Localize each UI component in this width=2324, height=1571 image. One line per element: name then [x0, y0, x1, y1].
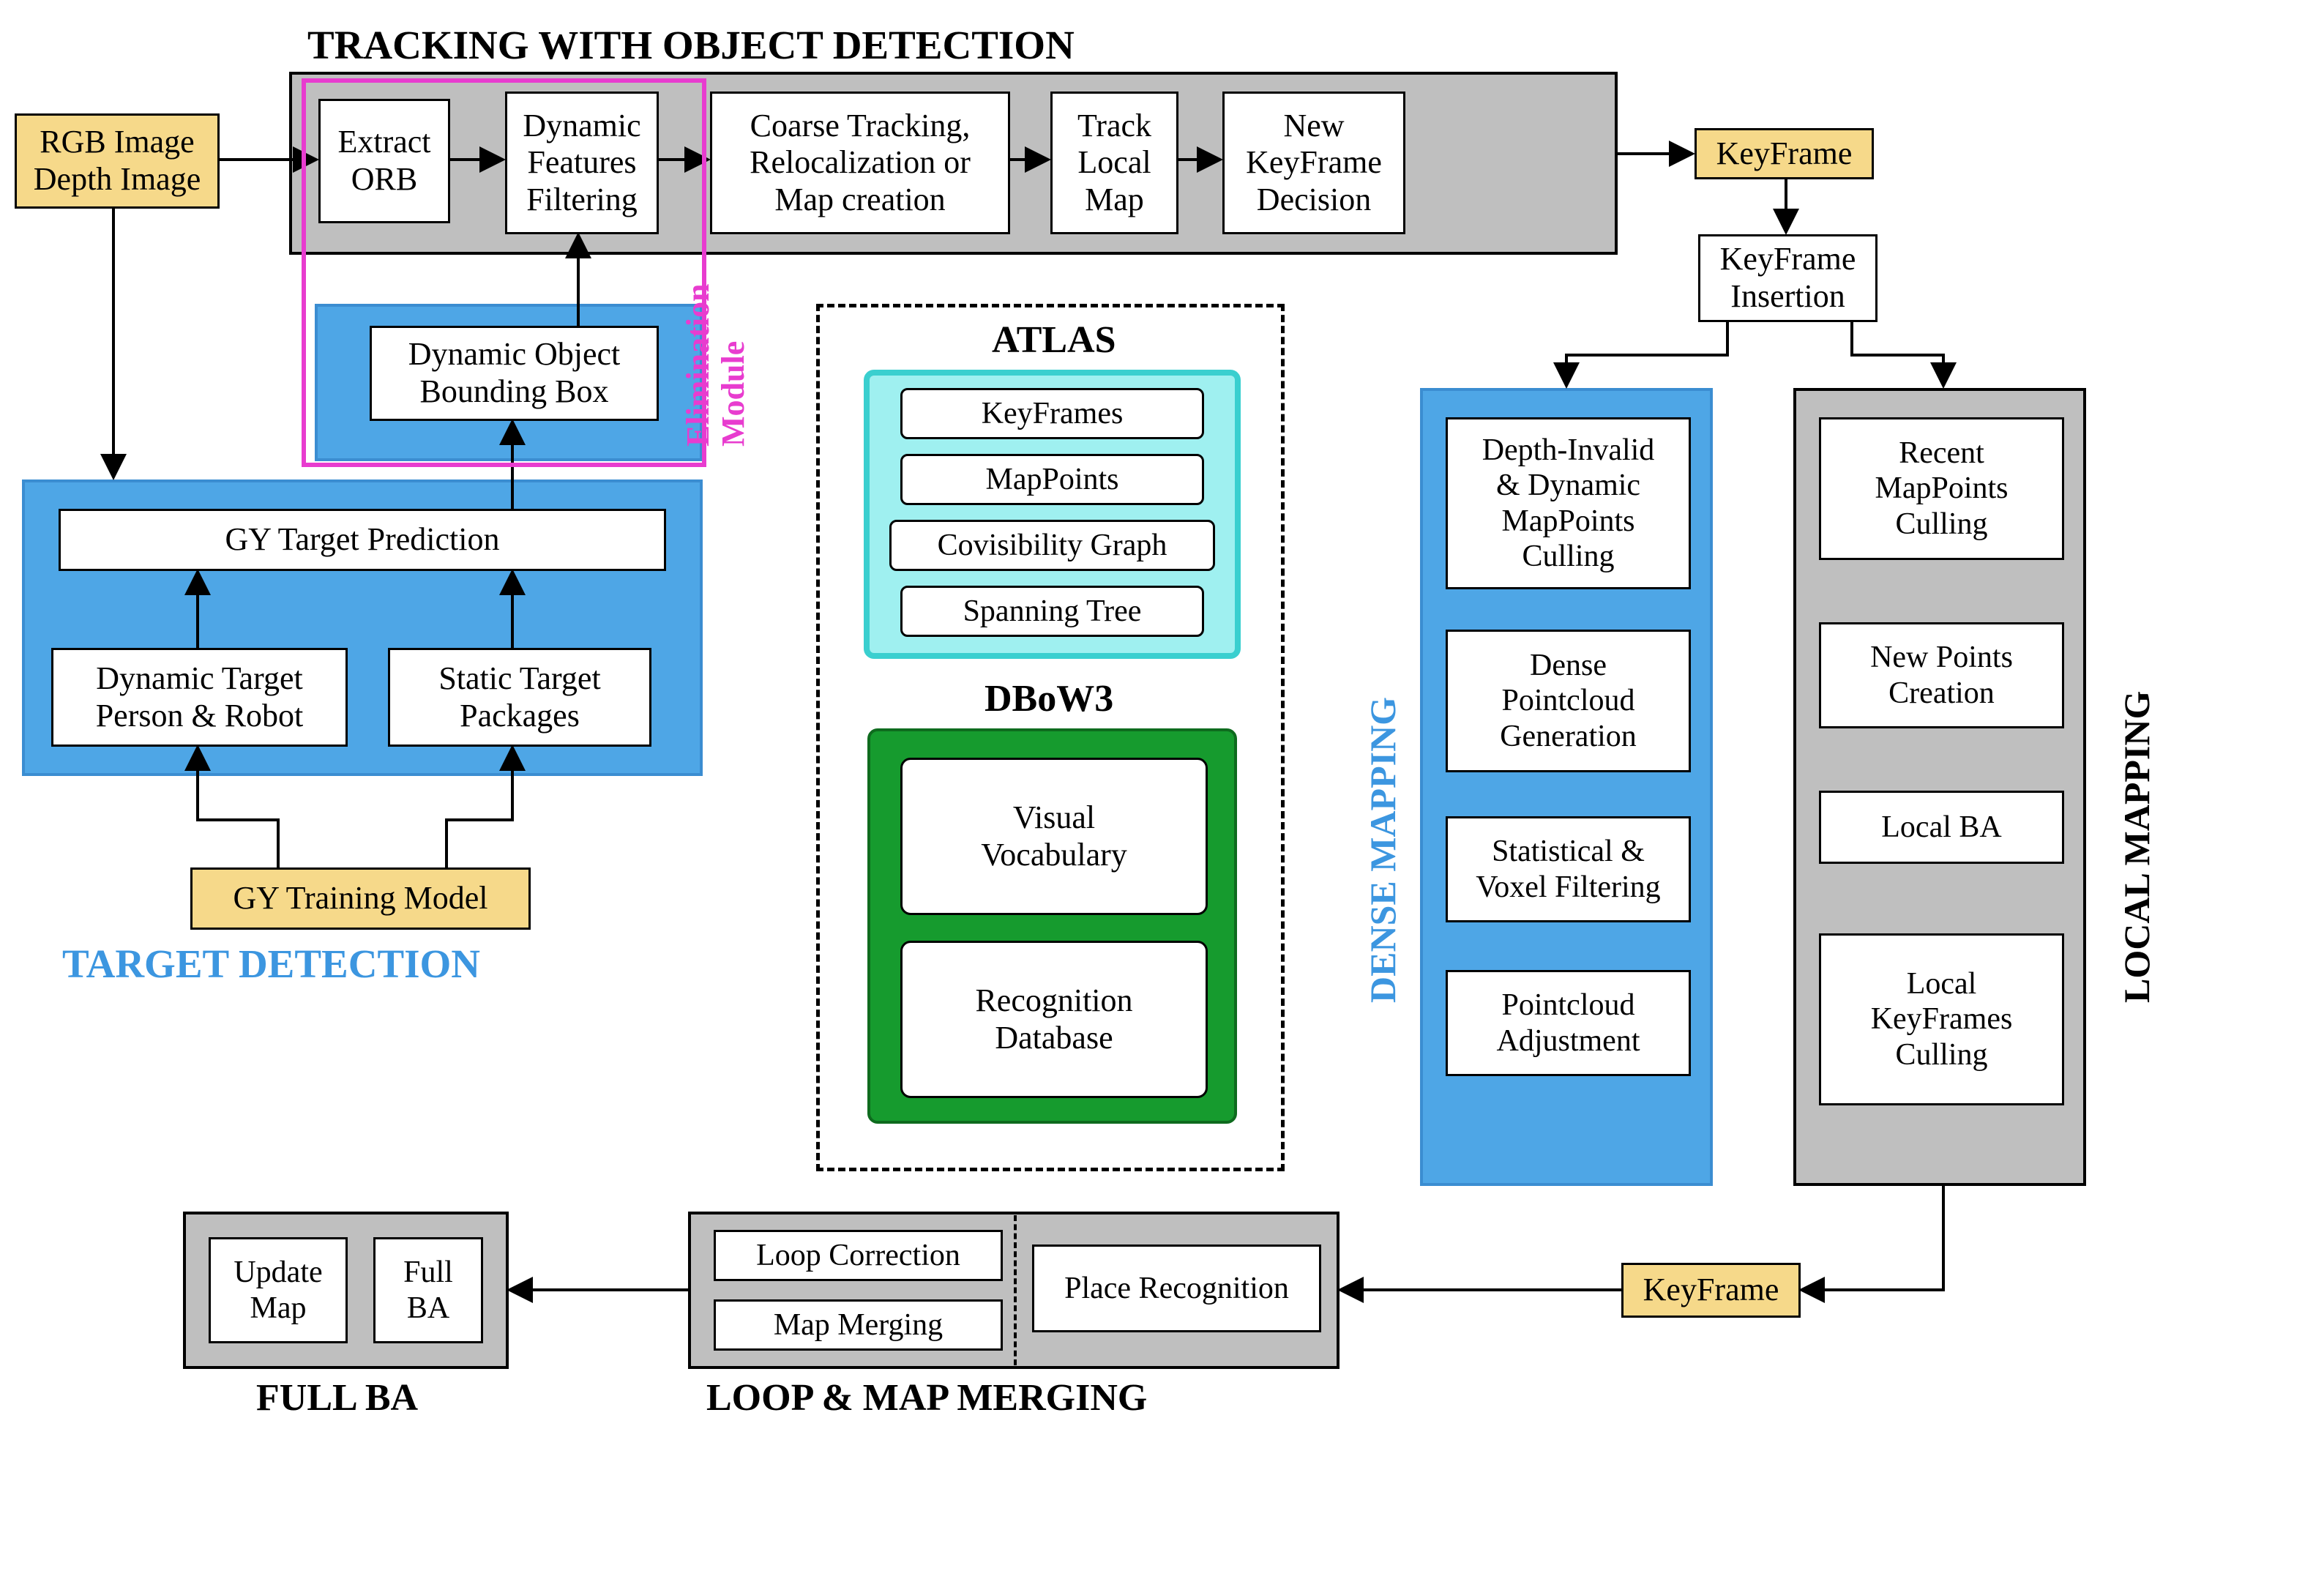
dyn-obj-bbox-box: Dynamic Object Bounding Box [370, 326, 659, 421]
local-recent-mp-box: Recent MapPoints Culling [1819, 417, 2064, 560]
local-ba-box: Local BA [1819, 791, 2064, 864]
atlas-keyframes-box: KeyFrames [900, 388, 1204, 439]
track-local-map-box: Track Local Map [1050, 92, 1178, 234]
coarse-tracking-box: Coarse Tracking, Relocalization or Map c… [710, 92, 1010, 234]
place-recognition-box: Place Recognition [1032, 1245, 1321, 1332]
local-mapping-label: LOCAL MAPPING [2115, 691, 2158, 1003]
new-keyframe-box: New KeyFrame Decision [1222, 92, 1405, 234]
static-target-box: Static Target Packages [388, 648, 651, 747]
dynamic-target-box: Dynamic Target Person & Robot [51, 648, 348, 747]
target-detection-title: TARGET DETECTION [62, 941, 480, 987]
map-merging-box: Map Merging [714, 1299, 1003, 1351]
dbow3-title: DBoW3 [984, 677, 1113, 720]
loop-map-title: LOOP & MAP MERGING [706, 1376, 1147, 1419]
dbow3-vocab-box: Visual Vocabulary [900, 758, 1208, 915]
full-ba-box: Full BA [373, 1237, 483, 1343]
local-kf-cull-box: Local KeyFrames Culling [1819, 933, 2064, 1105]
gy-training-model-box: GY Training Model [190, 867, 531, 930]
dense-depth-invalid-box: Depth-Invalid & Dynamic MapPoints Cullin… [1446, 417, 1691, 589]
dense-pc-adjust-box: Pointcloud Adjustment [1446, 970, 1691, 1076]
dense-pc-gen-box: Dense Pointcloud Generation [1446, 630, 1691, 772]
keyframe-bottom-box: KeyFrame [1621, 1263, 1801, 1318]
loop-correction-box: Loop Correction [714, 1230, 1003, 1281]
input-line2: Depth Image [34, 161, 201, 198]
extract-orb-box: Extract ORB [318, 99, 450, 223]
elimination-module-label: Elimination Module [681, 284, 752, 447]
dense-stat-voxel-box: Statistical & Voxel Filtering [1446, 816, 1691, 922]
gy-target-prediction-box: GY Target Prediction [59, 509, 666, 571]
input-box: RGB Image Depth Image [15, 113, 220, 209]
atlas-spanning-box: Spanning Tree [900, 586, 1204, 637]
atlas-covis-box: Covisibility Graph [889, 520, 1215, 571]
dyn-feat-filter-box: Dynamic Features Filtering [505, 92, 659, 234]
atlas-mappoints-box: MapPoints [900, 454, 1204, 505]
update-map-box: Update Map [209, 1237, 348, 1343]
keyframe-insertion-box: KeyFrame Insertion [1698, 234, 1877, 322]
dense-mapping-label: DENSE MAPPING [1361, 697, 1404, 1003]
full-ba-title: FULL BA [256, 1376, 418, 1419]
input-line1: RGB Image [40, 124, 194, 161]
local-new-points-box: New Points Creation [1819, 622, 2064, 728]
tracking-title: TRACKING WITH OBJECT DETECTION [307, 22, 1075, 68]
loop-map-divider [1014, 1215, 1017, 1365]
atlas-title: ATLAS [992, 318, 1116, 362]
keyframe-top-box: KeyFrame [1695, 128, 1874, 179]
dbow3-recog-db-box: Recognition Database [900, 941, 1208, 1098]
